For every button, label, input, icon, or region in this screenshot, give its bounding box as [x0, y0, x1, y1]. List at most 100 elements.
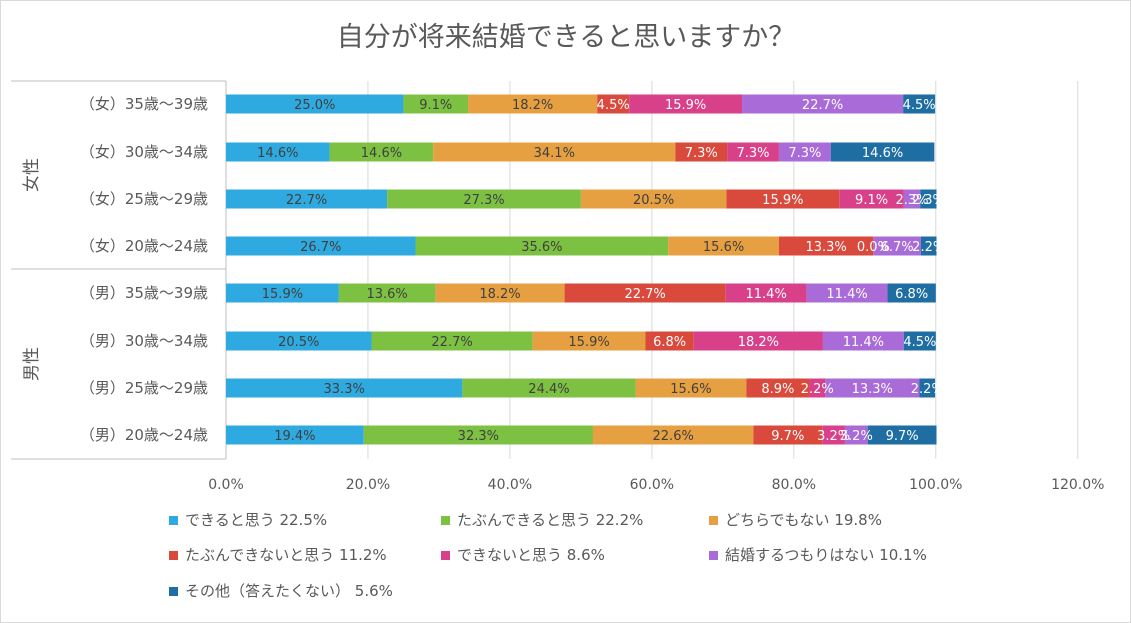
- bar-segment: [433, 142, 676, 162]
- bar-segment: [887, 283, 936, 303]
- legend-label: どちらでもない 19.8%: [725, 511, 882, 529]
- bar-segment: [226, 189, 388, 209]
- bar-segment: [825, 378, 920, 398]
- data-label: 3.2%: [840, 429, 873, 444]
- data-label: 0.0%: [857, 240, 890, 255]
- bar-segment: [629, 94, 743, 114]
- x-tick-label: 100.0%: [909, 477, 962, 493]
- category-label: （男）35歳〜39歳: [80, 284, 208, 302]
- data-label: 2.3%: [896, 193, 929, 208]
- data-label: 6.8%: [653, 335, 686, 350]
- bar-segment: [778, 236, 874, 256]
- legend-label: その他（答えたくない） 5.6%: [185, 582, 393, 600]
- x-tick-label: 60.0%: [630, 477, 674, 493]
- bar-segment: [920, 236, 937, 256]
- bar-segment: [468, 94, 598, 114]
- data-label: 9.7%: [771, 429, 804, 444]
- category-label: （女）25歳〜29歳: [80, 190, 208, 208]
- x-tick-label: 20.0%: [346, 477, 390, 493]
- legend-swatch: [169, 587, 178, 596]
- bar-segment: [597, 94, 630, 114]
- data-label: 14.6%: [862, 146, 903, 161]
- data-label: 11.4%: [843, 335, 884, 350]
- category-label: （男）30歳〜34歳: [80, 332, 208, 350]
- legend-label: たぶんできると思う 22.2%: [457, 511, 643, 529]
- bar-segment: [363, 425, 593, 445]
- bar-segment: [462, 378, 636, 398]
- legend-swatch: [709, 516, 718, 525]
- data-label: 22.6%: [653, 429, 694, 444]
- bar-segment: [867, 425, 937, 445]
- data-label: 25.0%: [294, 98, 335, 113]
- x-tick-label: 40.0%: [488, 477, 532, 493]
- bar-segment: [415, 236, 669, 256]
- category-label: （女）20歳〜24歳: [80, 237, 208, 255]
- legend-swatch: [169, 516, 178, 525]
- bar-segment: [742, 94, 904, 114]
- data-label: 22.7%: [431, 335, 472, 350]
- legend-swatch: [441, 551, 450, 560]
- data-label: 24.4%: [528, 382, 569, 397]
- bar-segment: [371, 331, 533, 351]
- data-label: 2.3%: [912, 193, 945, 208]
- bar-segment: [675, 142, 728, 162]
- bar-segment: [403, 94, 469, 114]
- bar-segment: [580, 189, 727, 209]
- bar-segment: [725, 283, 807, 303]
- bar-segment: [226, 94, 404, 114]
- data-label: 18.2%: [479, 287, 520, 302]
- bar-segment: [806, 283, 888, 303]
- data-label: 13.3%: [805, 240, 846, 255]
- data-label: 19.4%: [274, 429, 315, 444]
- bar-segment: [226, 425, 364, 445]
- bar-segment: [746, 378, 810, 398]
- data-label: 27.3%: [463, 193, 504, 208]
- bar-segment: [226, 331, 372, 351]
- x-tick-label: 120.0%: [1051, 477, 1104, 493]
- data-label: 7.3%: [685, 146, 718, 161]
- data-label: 9.1%: [419, 98, 452, 113]
- data-label: 2.2%: [911, 382, 944, 397]
- data-label: 22.7%: [802, 98, 843, 113]
- legend-label: 結婚するつもりはない 10.1%: [725, 546, 927, 564]
- legend-swatch: [169, 551, 178, 560]
- data-label: 7.3%: [788, 146, 821, 161]
- category-label: （男）20歳〜24歳: [80, 426, 208, 444]
- bar-segment: [903, 189, 921, 209]
- gridlines: [225, 81, 1079, 459]
- bar-segment: [532, 331, 646, 351]
- data-label: 11.4%: [826, 287, 867, 302]
- data-label: 6.7%: [881, 240, 914, 255]
- bar-segment: [830, 142, 935, 162]
- bar-segment: [727, 142, 779, 162]
- data-label: 9.1%: [855, 193, 888, 208]
- data-label: 34.1%: [534, 146, 575, 161]
- data-label: 2.2%: [801, 382, 834, 397]
- bar-segment: [822, 425, 845, 445]
- data-label: 13.6%: [366, 287, 407, 302]
- legend-swatch: [709, 551, 718, 560]
- group-label: 女性: [22, 158, 42, 192]
- x-tick-label: 0.0%: [208, 477, 244, 493]
- bar-segment: [839, 189, 904, 209]
- data-label: 15.9%: [762, 193, 803, 208]
- data-label: 18.2%: [738, 335, 779, 350]
- category-label: （女）35歳〜39歳: [80, 95, 208, 113]
- data-label: 4.5%: [597, 98, 630, 113]
- data-label: 20.5%: [633, 193, 674, 208]
- category-label: （男）25歳〜29歳: [80, 379, 208, 397]
- bar-segment: [873, 236, 921, 256]
- chart-title: 自分が将来結婚できると思いますか？: [337, 22, 795, 53]
- data-label: 32.3%: [458, 429, 499, 444]
- data-label: 7.3%: [737, 146, 770, 161]
- data-label: 22.7%: [286, 193, 327, 208]
- data-label: 3.2%: [817, 429, 850, 444]
- data-label: 15.9%: [665, 98, 706, 113]
- data-label: 14.6%: [361, 146, 402, 161]
- legend-label: できると思う 22.5%: [185, 511, 327, 529]
- data-label: 9.7%: [886, 429, 919, 444]
- legend-label: たぶんできないと思う 11.2%: [185, 546, 387, 564]
- data-label: 15.6%: [670, 382, 711, 397]
- data-label: 8.9%: [761, 382, 794, 397]
